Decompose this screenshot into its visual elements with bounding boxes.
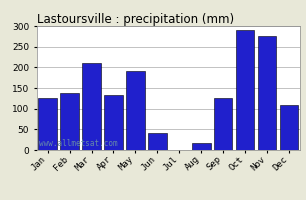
Bar: [192, 143, 211, 150]
Bar: [148, 133, 167, 150]
Bar: [104, 95, 123, 150]
Bar: [280, 105, 298, 150]
Bar: [126, 71, 145, 150]
Bar: [38, 98, 57, 150]
Bar: [258, 36, 276, 150]
Text: www.allmetsat.com: www.allmetsat.com: [39, 139, 118, 148]
Bar: [214, 98, 233, 150]
Bar: [82, 63, 101, 150]
Text: Lastoursville : precipitation (mm): Lastoursville : precipitation (mm): [37, 13, 234, 26]
Bar: [60, 93, 79, 150]
Bar: [236, 30, 254, 150]
